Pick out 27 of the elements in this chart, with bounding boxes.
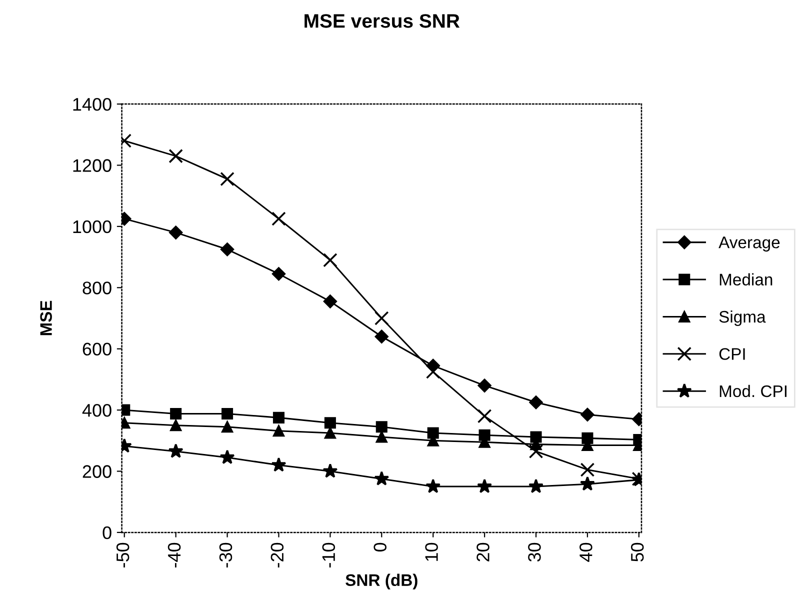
x-tick-label: -30	[219, 542, 232, 568]
x-tick-label: -50	[116, 542, 130, 568]
y-tick-label: 1200	[73, 159, 112, 172]
y-tick-label: 1400	[73, 98, 112, 111]
legend-label: Median	[720, 273, 772, 286]
y-tick-label: 1000	[73, 220, 112, 234]
y-tick-label: 200	[82, 465, 112, 478]
x-tick-label: 20	[476, 542, 490, 562]
x-tick-label: 0	[374, 542, 386, 552]
x-tick-label: -40	[168, 542, 181, 568]
legend-label: Average	[718, 236, 780, 252]
x-tick-label: -20	[270, 542, 284, 568]
y-tick-label: 800	[82, 282, 112, 294]
chart-title: MSE versus SNR	[304, 14, 460, 28]
x-axis-title: SNR (dB)	[346, 574, 418, 590]
y-tick-label: 0	[102, 526, 112, 540]
x-tick-label: 40	[580, 542, 592, 562]
y-tick-label: 400	[82, 404, 112, 417]
x-tick-label: 30	[528, 542, 541, 562]
x-tick-label: -10	[322, 542, 336, 568]
y-axis-title: MSE	[40, 300, 52, 336]
x-tick-label: 50	[630, 542, 644, 562]
legend-label: Mod. CPI	[720, 384, 786, 398]
legend-label: CPI	[719, 348, 745, 360]
legend-label: Sigma	[719, 310, 766, 326]
y-tick-label: 600	[82, 342, 112, 356]
x-tick-label: 10	[425, 542, 438, 561]
